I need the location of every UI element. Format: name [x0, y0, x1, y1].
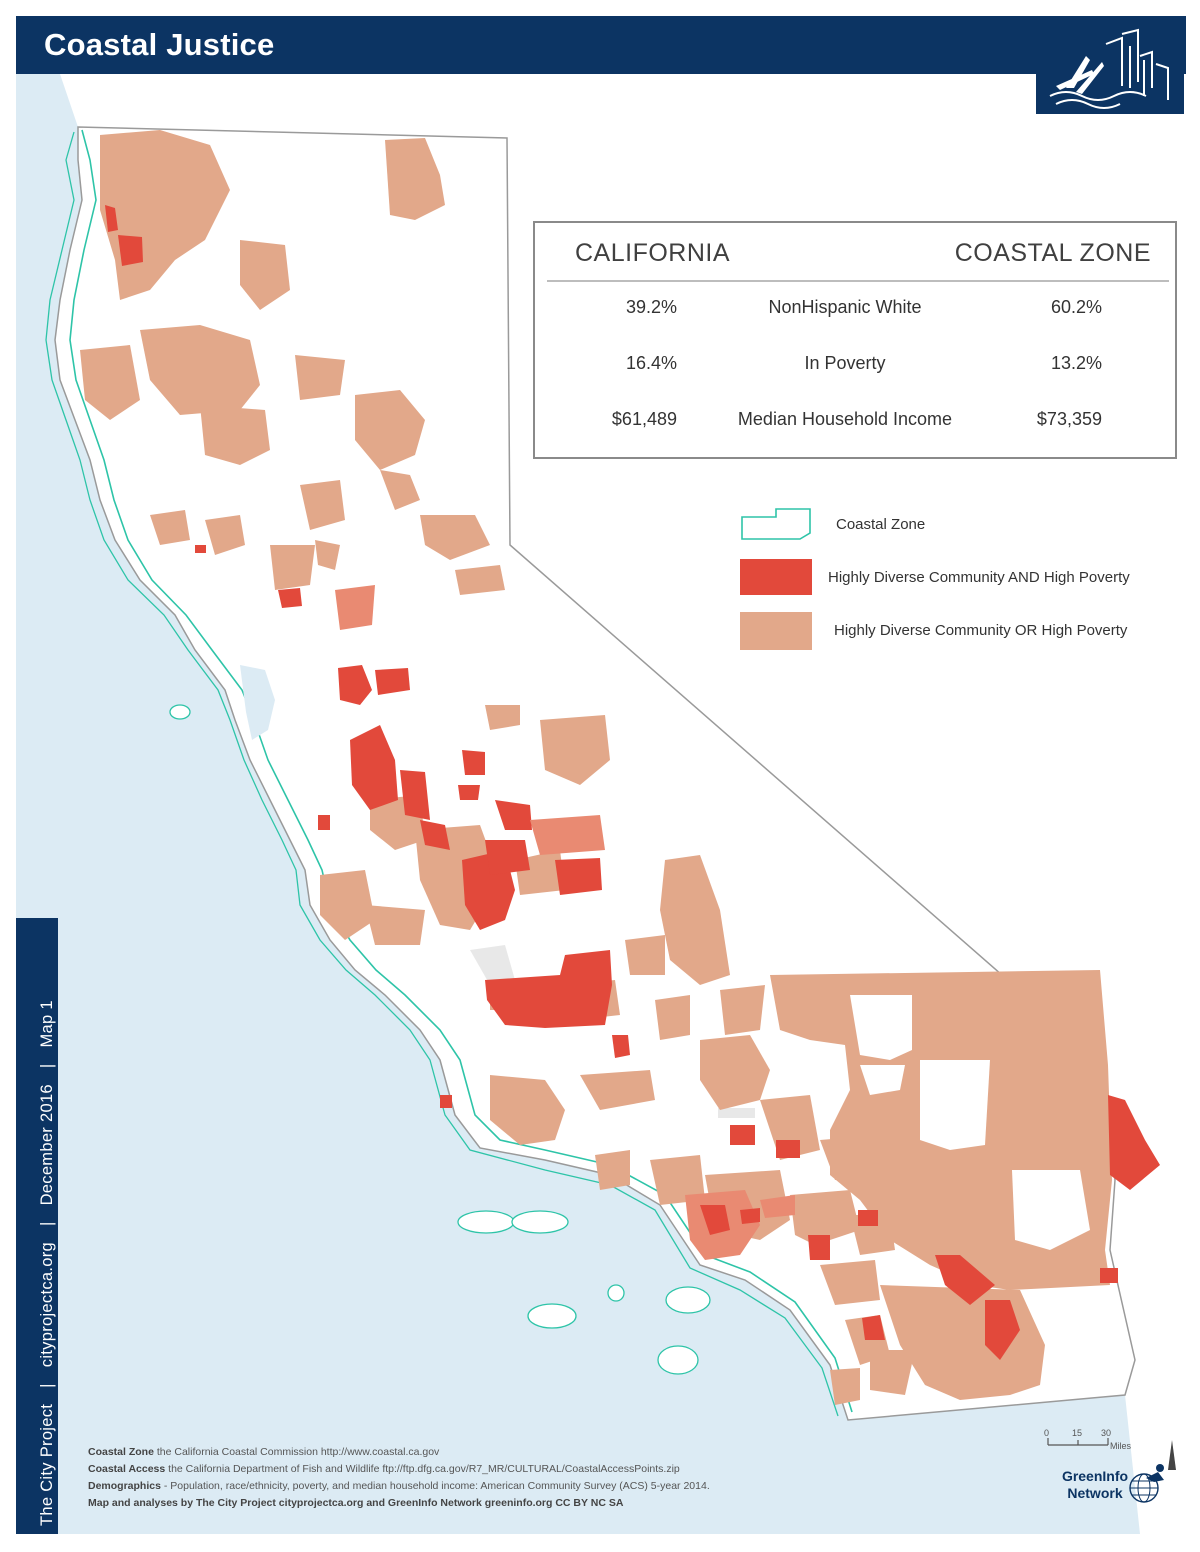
credit-head: Coastal Access	[88, 1463, 166, 1475]
side-caption: The City Project | cityprojectca.org | Decem…	[38, 1000, 57, 1526]
stat-label: Median Household Income	[737, 409, 953, 429]
side-url: cityprojectca.org	[38, 1242, 56, 1368]
col-header-california: CALIFORNIA	[575, 239, 731, 267]
city-project-logo	[1036, 16, 1184, 114]
stat-california: 16.4%	[625, 353, 677, 373]
stat-coastal: $73,359	[1036, 409, 1102, 429]
legend-swatch-coastal-zone	[741, 508, 811, 540]
page-title: Coastal Justice	[44, 27, 275, 62]
credit-head: Map and analyses by The City Project cit…	[88, 1497, 624, 1509]
greeninfo-line1: GreenInfo	[1061, 1468, 1129, 1484]
stat-label: NonHispanic White	[768, 297, 922, 317]
legend-label-coastal-zone: Coastal Zone	[836, 516, 926, 533]
side-map-label: Map 1	[38, 1000, 56, 1048]
legend-swatch-moderate	[740, 612, 812, 650]
stats-table: CALIFORNIA COASTAL ZONE 39.2% NonHispani…	[533, 221, 1177, 459]
scale-bar	[1047, 1438, 1109, 1446]
stat-coastal: 13.2%	[1050, 353, 1102, 373]
stat-california: 39.2%	[625, 297, 677, 317]
legend-label-high: Highly Diverse Community AND High Povert…	[828, 569, 1130, 586]
side-separator: |	[38, 1221, 56, 1226]
legend-label-moderate: Highly Diverse Community OR High Poverty	[834, 622, 1128, 639]
credit-text: the California Department of Fish and Wi…	[165, 1463, 680, 1475]
credit-head: Demographics	[88, 1480, 161, 1492]
legend-swatch-high	[740, 559, 812, 595]
channel-islands	[169, 704, 711, 1375]
credit-text: - Population, race/ethnicity, poverty, a…	[160, 1480, 710, 1492]
side-separator: |	[38, 1383, 56, 1388]
los-angeles-urban-area	[335, 585, 795, 1260]
legend-swatches	[740, 508, 812, 650]
greeninfo-line2: Network	[1067, 1485, 1123, 1501]
scale-tick-15: 15	[1072, 1428, 1083, 1438]
scale-unit: Miles	[1110, 1441, 1132, 1451]
credit-head: Coastal Zone	[88, 1446, 154, 1458]
scale-tick-0: 0	[1044, 1428, 1050, 1438]
moderate-regions	[80, 130, 1112, 1405]
side-date: December 2016	[38, 1084, 56, 1206]
stat-california: $61,489	[611, 409, 677, 429]
header-divider	[547, 280, 1169, 282]
greeninfo-globe-icon	[1129, 1464, 1164, 1503]
side-separator: |	[38, 1063, 56, 1069]
credit-line: Map and analyses by The City Project cit…	[88, 1495, 710, 1512]
scale-tick-30: 30	[1101, 1428, 1112, 1438]
side-org: The City Project	[38, 1403, 56, 1526]
bay-water	[240, 665, 755, 1118]
stat-coastal: 60.2%	[1050, 297, 1102, 317]
north-arrow-icon	[1168, 1440, 1176, 1470]
credit-line: Coastal Access the California Department…	[88, 1461, 710, 1478]
credit-text: the California Coastal Commission http:/…	[153, 1446, 440, 1458]
col-header-coastal: COASTAL ZONE	[954, 239, 1151, 267]
credit-line: Demographics - Population, race/ethnicit…	[88, 1478, 710, 1495]
credit-line: Coastal Zone the California Coastal Comm…	[88, 1444, 710, 1461]
greeninfo-logo-text: GreenInfo Network	[1050, 1468, 1140, 1502]
coastal-zone-outline-outer	[45, 131, 839, 1417]
non-designated-areas	[850, 995, 1090, 1250]
side-bar	[16, 918, 58, 1534]
stat-label: In Poverty	[804, 353, 886, 373]
high-regions	[105, 205, 1160, 1360]
header-bar	[16, 16, 1186, 74]
credits-block: Coastal Zone the California Coastal Comm…	[88, 1444, 710, 1512]
city-skyline-icon	[1049, 28, 1169, 109]
